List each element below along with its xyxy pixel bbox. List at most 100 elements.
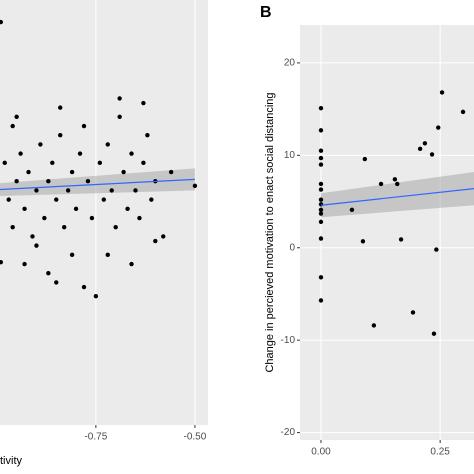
point [149, 197, 154, 202]
point [46, 179, 51, 184]
point [362, 156, 368, 162]
point [121, 169, 126, 175]
point [61, 225, 67, 230]
point [422, 141, 428, 146]
point [371, 323, 377, 328]
point [429, 152, 435, 157]
point [318, 298, 324, 303]
point [318, 128, 324, 133]
point [117, 96, 122, 101]
point [101, 197, 107, 202]
point [54, 280, 59, 285]
point [434, 247, 439, 252]
y-axis-label: Change in percieved motivation to enact … [264, 92, 276, 372]
point [89, 215, 95, 221]
point [125, 206, 130, 212]
point [105, 252, 110, 258]
point [22, 261, 27, 267]
point [85, 179, 91, 184]
point [14, 179, 19, 184]
point [133, 188, 138, 193]
point [22, 206, 27, 212]
point [54, 197, 59, 202]
y-tick-label: -10 [281, 335, 296, 346]
point [6, 197, 11, 202]
point [378, 181, 384, 187]
point [392, 177, 398, 182]
point [117, 114, 122, 120]
point [318, 155, 324, 161]
point [398, 237, 404, 242]
point [0, 259, 3, 265]
point [349, 207, 355, 213]
point [30, 234, 35, 239]
point [318, 275, 324, 280]
point [105, 142, 110, 147]
fit-line [0, 178, 195, 191]
point [42, 215, 47, 221]
fit-line [320, 188, 474, 206]
point [431, 331, 437, 336]
point [395, 181, 400, 187]
point [318, 148, 324, 153]
y-tick-label: 20 [284, 58, 296, 69]
point [192, 183, 198, 189]
point [439, 90, 445, 95]
point [93, 294, 99, 299]
point [410, 310, 416, 315]
point [417, 146, 423, 152]
point [69, 252, 75, 258]
point [318, 207, 324, 213]
point [436, 125, 441, 130]
point [145, 133, 150, 138]
confidence-band [0, 168, 195, 196]
x-tick-label: -0.50 [184, 432, 207, 443]
point [318, 105, 324, 111]
point [109, 188, 114, 193]
x-tick-label: 0.25 [430, 447, 450, 458]
y-tick-label: 0 [289, 242, 295, 253]
point [69, 169, 75, 175]
point [137, 215, 142, 221]
plot-panel [0, 0, 208, 425]
point [10, 123, 15, 129]
point [73, 206, 79, 212]
point [129, 151, 134, 156]
point [10, 225, 15, 230]
point [34, 243, 39, 248]
point [38, 142, 43, 147]
point [318, 187, 324, 192]
point [18, 151, 23, 156]
point [81, 284, 87, 290]
y-tick-label: -20 [281, 427, 296, 438]
point [50, 160, 55, 166]
point [34, 188, 39, 193]
point [2, 160, 7, 166]
point [318, 236, 324, 241]
point [318, 197, 324, 202]
point [14, 114, 19, 120]
point [141, 100, 146, 106]
point [360, 239, 366, 244]
point [58, 133, 63, 138]
point [318, 219, 324, 225]
point [81, 123, 87, 129]
point [26, 169, 31, 175]
point [65, 188, 71, 193]
x-axis-label: tivity [0, 455, 23, 467]
panel-label: B [260, 4, 272, 21]
point [318, 202, 324, 207]
point [153, 238, 158, 244]
point [318, 211, 324, 216]
point [460, 109, 466, 115]
x-tick-label: 0.00 [311, 447, 331, 458]
point [129, 261, 134, 267]
y-tick-label: 10 [284, 150, 296, 161]
point [113, 225, 118, 230]
point [46, 271, 51, 276]
point [161, 234, 166, 239]
point [0, 19, 3, 25]
point [318, 162, 324, 167]
x-tick-label: -0.75 [84, 432, 107, 443]
